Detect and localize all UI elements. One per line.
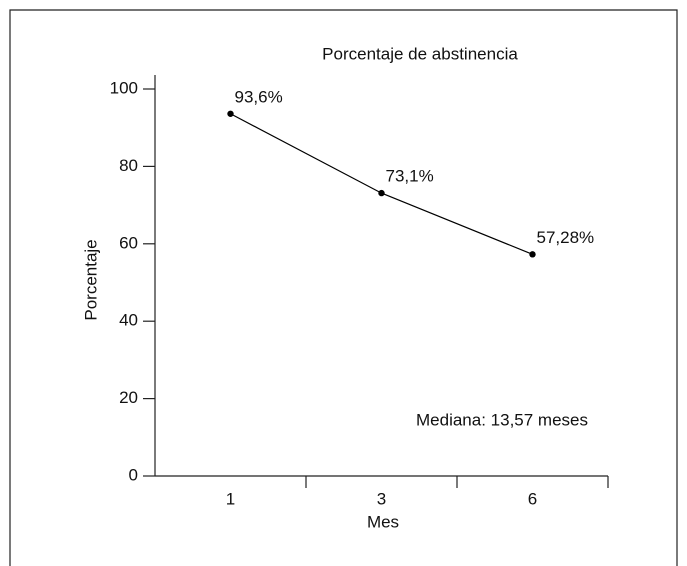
y-tick-label: 20	[119, 388, 138, 407]
y-tick-label: 40	[119, 311, 138, 330]
chart-title: Porcentaje de abstinencia	[322, 44, 518, 63]
y-axis-label: Porcentaje	[81, 239, 100, 320]
data-point	[529, 251, 536, 258]
y-tick-label: 100	[110, 78, 138, 97]
x-tick-label: 1	[226, 489, 235, 508]
annotation: Mediana: 13,57 meses	[416, 410, 588, 429]
frame	[9, 9, 678, 566]
data-line	[230, 113, 533, 255]
data-point	[227, 110, 234, 117]
y-tick-label: 60	[119, 233, 138, 252]
x-tick-label: 3	[377, 489, 386, 508]
x-tick-label: 6	[528, 489, 537, 508]
data-point	[378, 189, 385, 197]
value-label: 73,1%	[386, 167, 434, 186]
y-tick-label: 80	[119, 156, 138, 175]
value-label: 93,6%	[235, 87, 283, 106]
x-axis-label: Mes	[367, 512, 399, 531]
value-label: 57,28%	[537, 228, 595, 247]
y-tick-label: 0	[129, 465, 138, 484]
